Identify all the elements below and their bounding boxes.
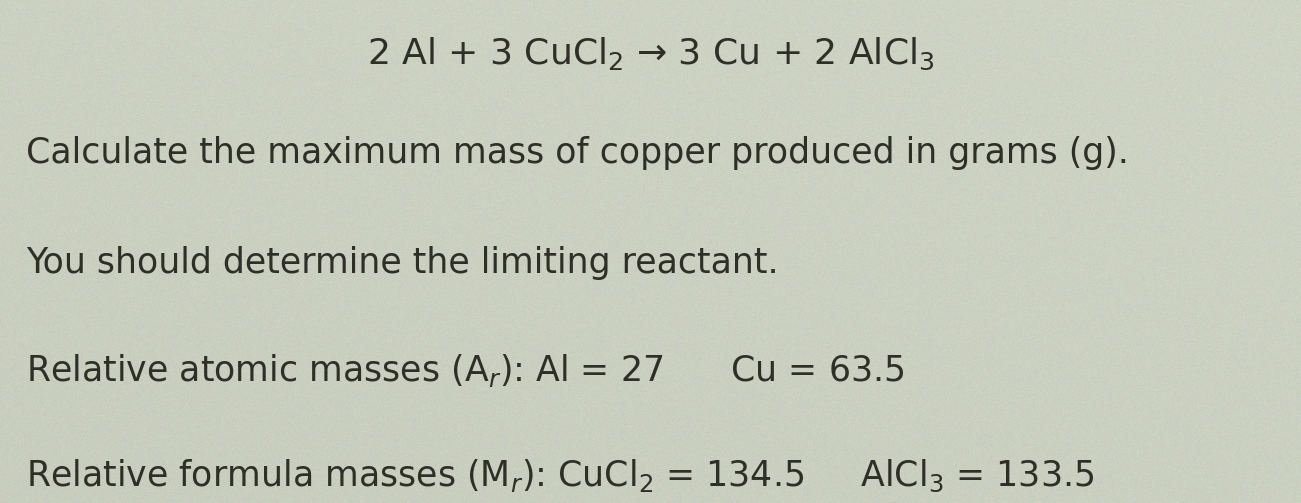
Text: 2 Al + 3 CuCl$_2$ → 3 Cu + 2 AlCl$_3$: 2 Al + 3 CuCl$_2$ → 3 Cu + 2 AlCl$_3$: [367, 35, 934, 71]
Text: Relative formula masses (M$_r$): CuCl$_2$ = 134.5     AlCl$_3$ = 133.5: Relative formula masses (M$_r$): CuCl$_2…: [26, 458, 1094, 494]
Text: Relative atomic masses (A$_r$): Al = 27      Cu = 63.5: Relative atomic masses (A$_r$): Al = 27 …: [26, 352, 904, 389]
Text: Calculate the maximum mass of copper produced in grams (g).: Calculate the maximum mass of copper pro…: [26, 136, 1129, 170]
Text: You should determine the limiting reactant.: You should determine the limiting reacta…: [26, 246, 778, 281]
